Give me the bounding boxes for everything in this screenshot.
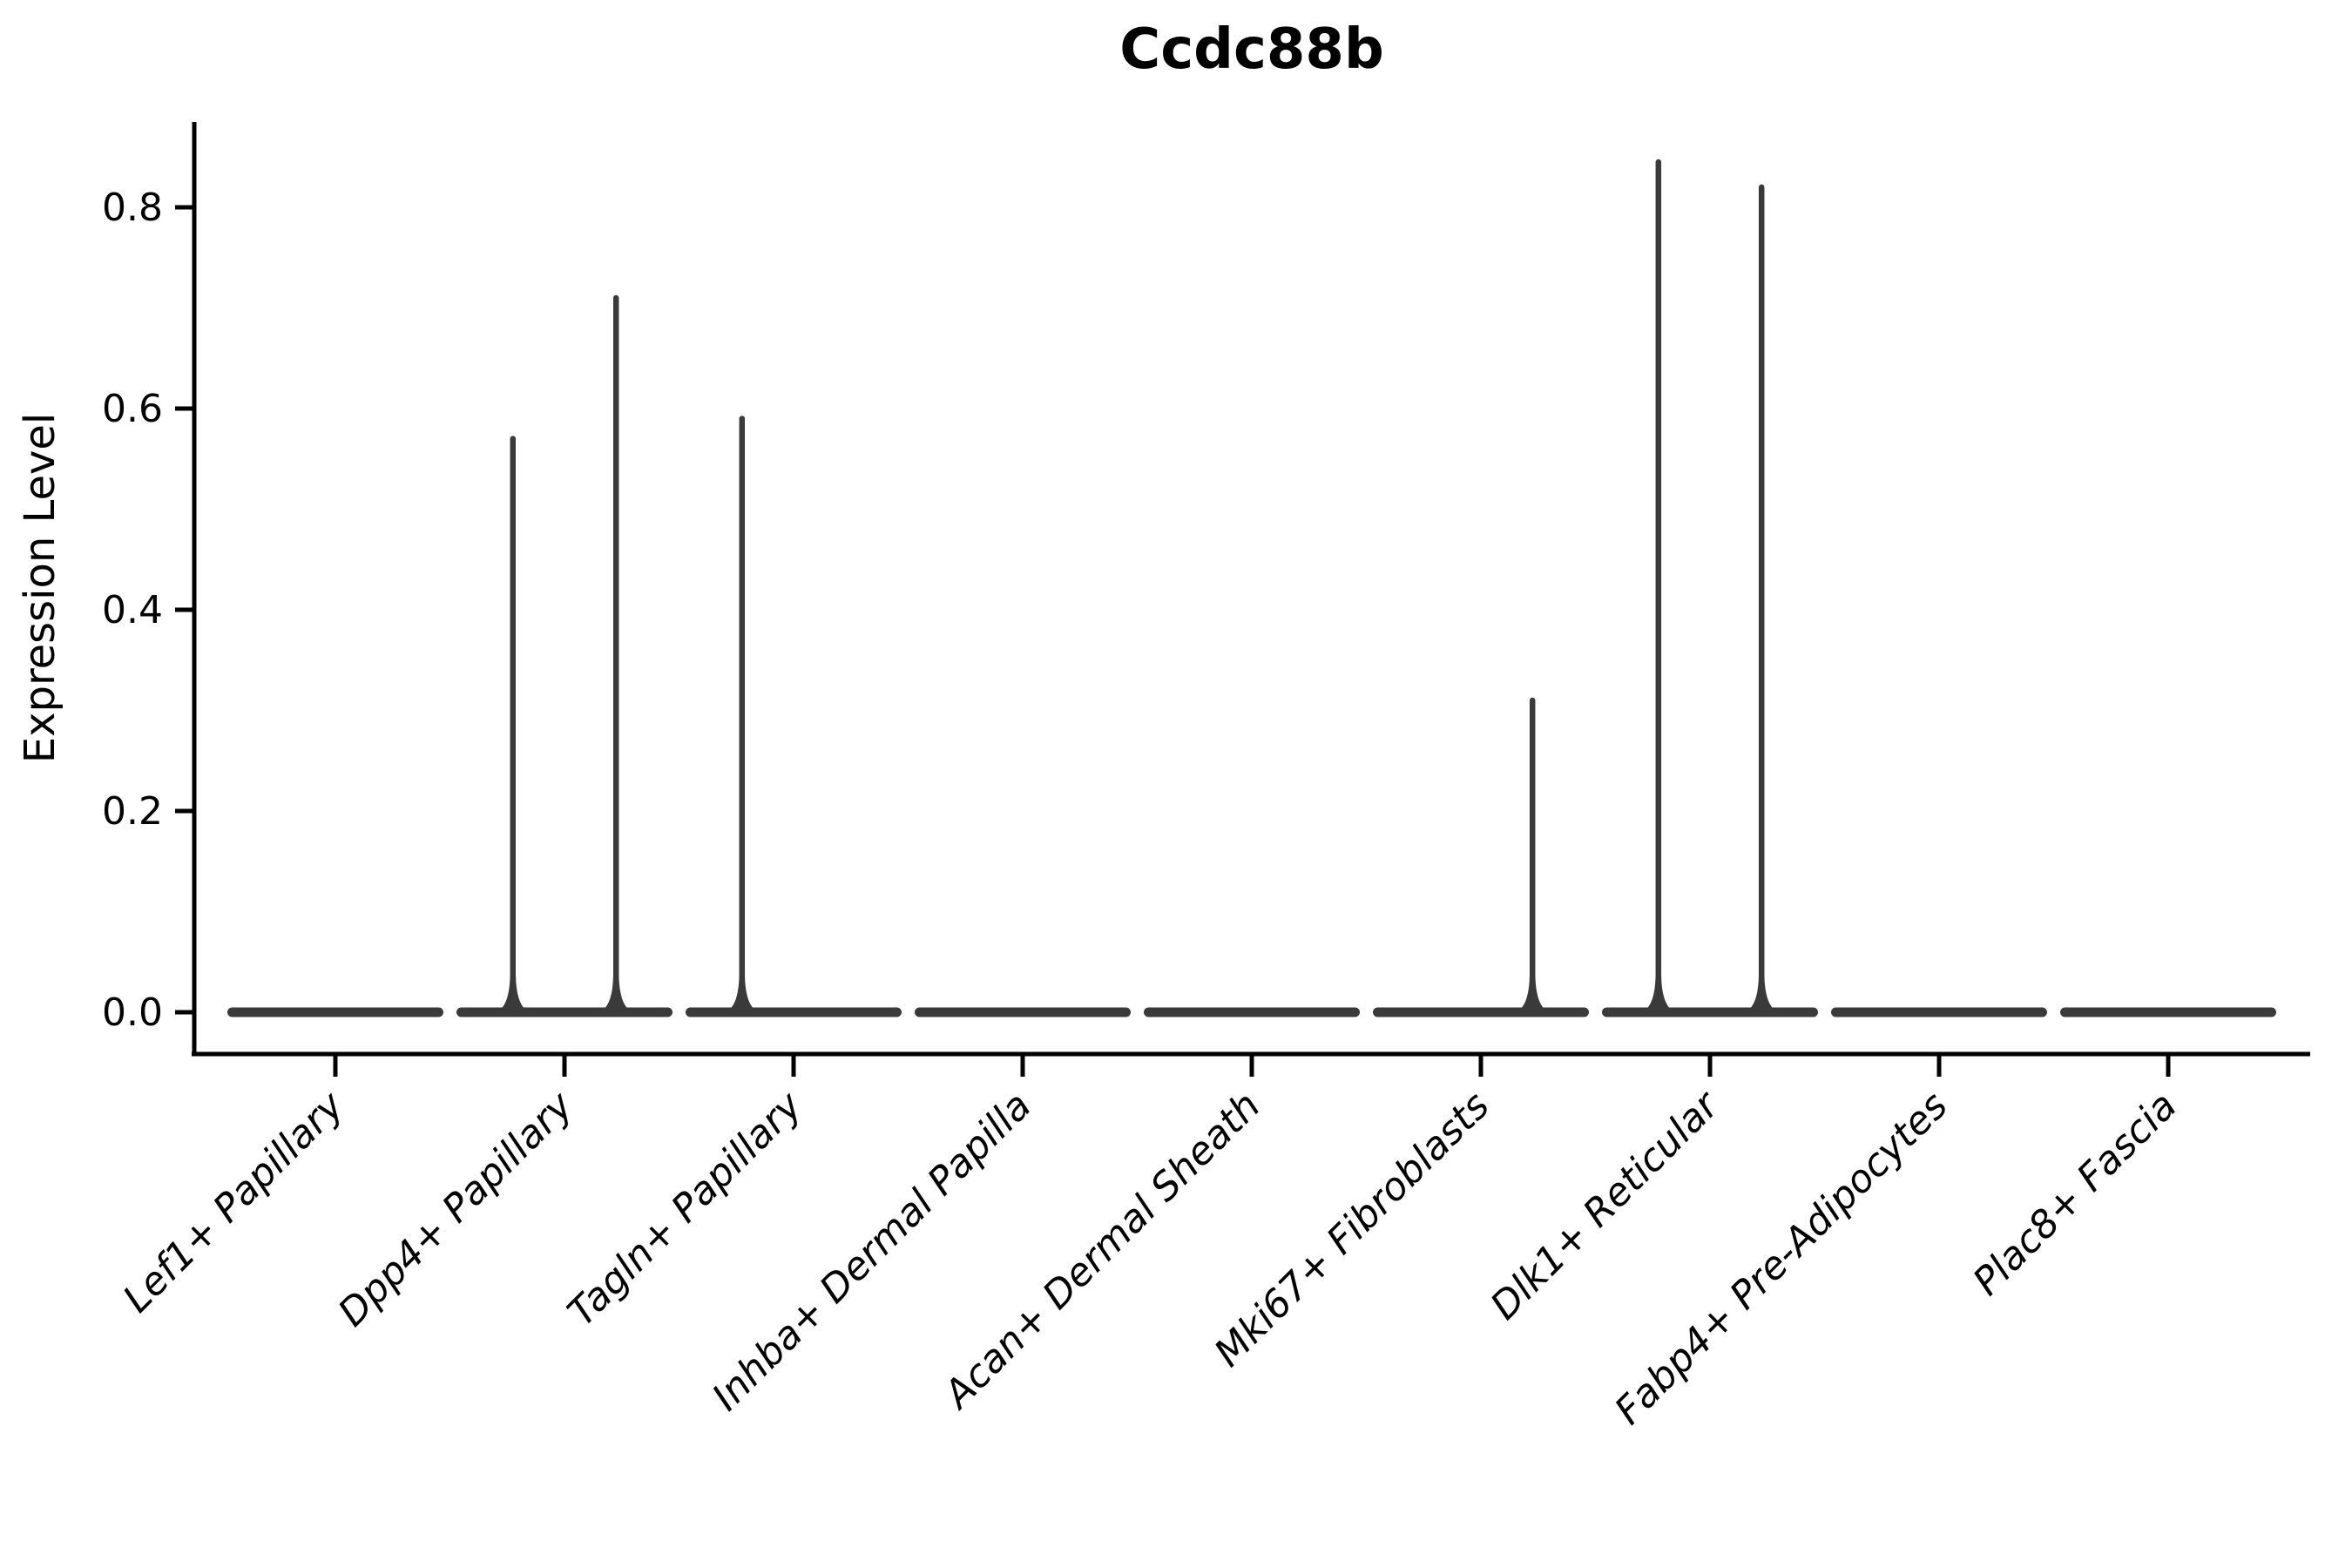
violins xyxy=(227,159,2276,1017)
y-tick-label: 0.6 xyxy=(102,387,163,431)
x-tick-label: Lef1+ Papillary xyxy=(115,1083,354,1321)
violin-spike-base xyxy=(602,976,631,1010)
x-tick-label: Tagln+ Papillary xyxy=(559,1083,811,1335)
x-tick-label: Dlk1+ Reticular xyxy=(1482,1082,1728,1328)
violin-spike-base xyxy=(1747,976,1776,1010)
violin-spike-base xyxy=(498,976,527,1010)
y-tick-label: 0.0 xyxy=(102,990,163,1035)
violin-spike-base xyxy=(1518,976,1547,1010)
x-tick-label: Dpp4+ Papillary xyxy=(330,1083,583,1335)
y-tick-label: 0.8 xyxy=(102,186,163,230)
y-tick-label: 0.4 xyxy=(102,588,163,632)
y-tick-label: 0.2 xyxy=(102,789,163,834)
y-axis-ticks: 0.0 0.2 0.4 0.6 0.8 xyxy=(102,186,194,1035)
y-axis-label: Expression Level xyxy=(16,413,64,764)
chart-title: Ccdc88b xyxy=(1119,17,1384,82)
violin-spike-base xyxy=(727,976,756,1010)
violin-spike-base xyxy=(1644,976,1673,1010)
x-tick-label: Plac8+ Fascia xyxy=(1964,1084,2185,1304)
